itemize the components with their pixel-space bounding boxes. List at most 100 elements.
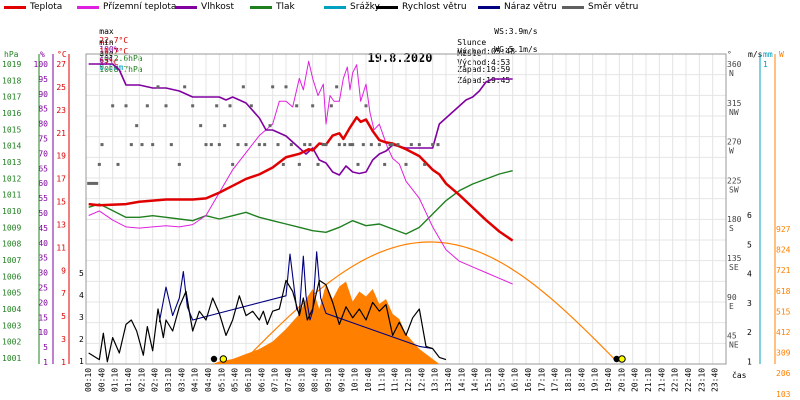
info-row-sun: Slunce Východ:05:48 Západ:19:59 bbox=[438, 29, 515, 83]
axis-hpa-tick: 1015 bbox=[2, 125, 21, 134]
wind-direction-point bbox=[151, 143, 155, 147]
axis-wm2-tick: 103 bbox=[776, 390, 791, 399]
wind-direction-point bbox=[431, 143, 435, 147]
sunrise-marker bbox=[219, 355, 228, 363]
x-tick-label: 19:10 bbox=[591, 368, 600, 392]
axis-pct-tick: 100 bbox=[34, 60, 49, 69]
wind-direction-point bbox=[391, 143, 395, 147]
wind-direction-point bbox=[244, 143, 248, 147]
legend-srazky: Srážky bbox=[324, 2, 380, 12]
axis-wind-tick: 4 bbox=[79, 291, 84, 300]
sunset-marker bbox=[618, 355, 626, 363]
x-tick-label: 00:10 bbox=[84, 368, 93, 392]
wind-direction-point bbox=[87, 181, 91, 185]
axis-pct-tick: 5 bbox=[43, 343, 48, 352]
wind-direction-point bbox=[297, 162, 301, 166]
legend-swatch bbox=[562, 5, 584, 9]
wind-direction-point bbox=[311, 104, 315, 108]
axis-degc-unit: °C bbox=[57, 50, 67, 59]
legend-teplota: Teplota bbox=[4, 2, 62, 12]
axis-degc-tick: 13 bbox=[56, 220, 66, 229]
x-tick-label: 08:40 bbox=[311, 368, 320, 392]
axis-degc-tick: 17 bbox=[56, 175, 66, 184]
info-wg: WG:5.1m/s bbox=[494, 45, 538, 54]
axis-dir-value: 315 bbox=[727, 99, 742, 108]
wind-direction-point bbox=[135, 124, 139, 128]
axis-ms-unit: m/s bbox=[748, 50, 763, 59]
axis-ms-tick: 1 bbox=[747, 358, 752, 367]
axis-degc-tick: 15 bbox=[56, 198, 66, 207]
stats-max-label: max bbox=[99, 27, 114, 36]
wind-direction-point bbox=[100, 143, 104, 147]
wind-direction-point bbox=[348, 143, 352, 147]
wind-direction-point bbox=[236, 143, 240, 147]
x-tick-label: 16:10 bbox=[511, 368, 520, 392]
x-tick-label: 03:10 bbox=[164, 368, 173, 392]
wind-direction-point bbox=[268, 124, 272, 128]
wind-direction-point bbox=[271, 85, 275, 89]
x-tick-label: 21:10 bbox=[644, 368, 653, 392]
axis-pct-tick: 65 bbox=[38, 164, 48, 173]
axis-dir-label: E bbox=[729, 302, 734, 311]
stats-max-temp: 22.7°C bbox=[99, 36, 129, 45]
wind-direction-point bbox=[169, 143, 173, 147]
axis-mm-unit: mm bbox=[763, 50, 773, 59]
x-tick-label: 08:10 bbox=[297, 368, 306, 392]
series-humidity bbox=[88, 63, 513, 176]
wind-direction-point bbox=[124, 104, 128, 108]
wind-direction-point bbox=[116, 162, 120, 166]
axis-mm-tick: 1 bbox=[763, 60, 768, 69]
wind-direction-point bbox=[92, 181, 96, 185]
x-tick-label: 14:40 bbox=[471, 368, 480, 392]
axis-pct-tick: 50 bbox=[38, 209, 48, 218]
axis-hpa-tick: 1017 bbox=[2, 93, 21, 102]
axis-hpa-tick: 1014 bbox=[2, 142, 21, 151]
axis-hpa-tick: 1010 bbox=[2, 207, 21, 216]
axis-wm2-tick: 412 bbox=[776, 328, 791, 337]
wind-direction-point bbox=[284, 85, 288, 89]
axis-pct-tick: 75 bbox=[38, 135, 48, 144]
axis-hpa-tick: 1001 bbox=[2, 354, 21, 363]
axis-pct-tick: 20 bbox=[38, 298, 48, 307]
x-tick-label: 09:40 bbox=[337, 368, 346, 392]
wind-direction-point bbox=[361, 143, 365, 147]
wind-direction-point bbox=[97, 162, 101, 166]
axis-dir-label: NE bbox=[729, 341, 739, 350]
axis-hpa-tick: 1004 bbox=[2, 305, 21, 314]
axis-hpa-tick: 1002 bbox=[2, 338, 21, 347]
wind-direction-point bbox=[295, 104, 299, 108]
axis-degc-tick: 5 bbox=[61, 312, 66, 321]
wind-direction-point bbox=[303, 143, 307, 147]
axis-pct-tick: 45 bbox=[38, 224, 48, 233]
wind-direction-point bbox=[423, 162, 427, 166]
legend-label: Rychlost větru bbox=[402, 2, 467, 12]
x-tick-label: 22:40 bbox=[684, 368, 693, 392]
legend-label: Přízemní teplota bbox=[103, 2, 177, 12]
wind-direction-point bbox=[409, 143, 413, 147]
wind-direction-point bbox=[249, 104, 253, 108]
x-tick-label: 09:10 bbox=[324, 368, 333, 392]
info-moonrise: Východ:4:53 bbox=[457, 58, 511, 67]
wind-direction-point bbox=[316, 162, 320, 166]
axis-degc-tick: 11 bbox=[56, 243, 66, 252]
wind-direction-point bbox=[177, 162, 181, 166]
x-tick-label: 06:10 bbox=[244, 368, 253, 392]
legend-label: Náraz větru bbox=[504, 2, 557, 12]
axis-pct-unit: % bbox=[40, 50, 45, 59]
axis-dir-unit: ° bbox=[727, 50, 732, 59]
axis-pct-tick: 15 bbox=[38, 313, 48, 322]
axis-pct-tick: 40 bbox=[38, 239, 48, 248]
wind-direction-point bbox=[231, 162, 235, 166]
wind-direction-point bbox=[156, 85, 160, 89]
axis-wm2-tick: 515 bbox=[776, 307, 791, 316]
info-sunset: Západ:19:59 bbox=[457, 65, 511, 74]
info-ws: WS:3.9m/s bbox=[494, 27, 538, 36]
axis-ms-tick: 4 bbox=[747, 270, 752, 279]
axis-pct-tick: 35 bbox=[38, 254, 48, 263]
legend-vitr: Rychlost větru bbox=[376, 2, 467, 12]
x-tick-label: 02:40 bbox=[151, 368, 160, 392]
axis-dir-label: S bbox=[729, 224, 734, 233]
legend-swatch bbox=[175, 5, 197, 9]
moonset-marker bbox=[613, 355, 620, 363]
wind-direction-point bbox=[281, 162, 285, 166]
